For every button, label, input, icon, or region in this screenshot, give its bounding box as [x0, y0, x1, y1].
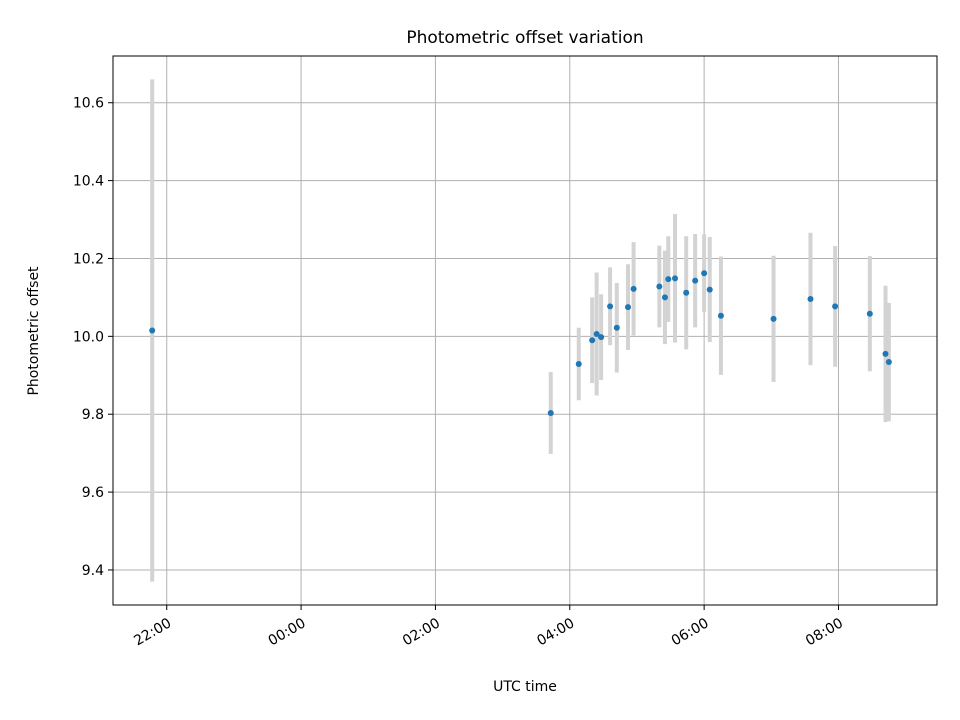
data-point [706, 286, 713, 293]
data-point [683, 289, 690, 296]
x-axis-label: UTC time [493, 679, 557, 695]
y-tick-label: 10.0 [73, 329, 104, 345]
data-point [149, 327, 156, 334]
data-point [807, 295, 814, 302]
y-axis-ticks: 9.4 9.6 9.8 10.0 10.2 10.4 10.6 [73, 96, 113, 579]
chart-title: Photometric offset variation [406, 28, 643, 48]
data-point [613, 324, 620, 331]
data-point [661, 294, 668, 301]
data-points [149, 270, 892, 417]
data-point [625, 304, 631, 311]
data-point [598, 334, 605, 341]
y-tick-label: 10.6 [73, 96, 104, 112]
data-point [665, 276, 672, 283]
data-point [832, 303, 839, 310]
y-tick-label: 9.8 [82, 407, 104, 423]
y-tick-label: 9.6 [82, 485, 104, 501]
data-point [589, 337, 596, 344]
data-point [770, 315, 777, 322]
y-tick-label: 10.4 [73, 174, 104, 190]
data-point [607, 303, 614, 310]
data-point [701, 270, 708, 277]
y-axis-label: Photometric offset [26, 266, 42, 396]
grid [113, 56, 937, 605]
y-tick-label: 9.4 [82, 563, 104, 579]
data-point [717, 312, 724, 319]
data-point [575, 360, 582, 367]
data-point [692, 277, 699, 284]
data-point [656, 283, 663, 290]
data-point [882, 350, 889, 357]
data-point [593, 331, 600, 338]
data-point [672, 275, 679, 282]
plot-area [113, 56, 937, 605]
data-point [866, 310, 873, 317]
data-point [630, 285, 637, 292]
data-point [885, 359, 892, 366]
y-tick-label: 10.2 [73, 251, 104, 267]
data-point [547, 410, 554, 417]
plot-frame [112, 55, 938, 606]
